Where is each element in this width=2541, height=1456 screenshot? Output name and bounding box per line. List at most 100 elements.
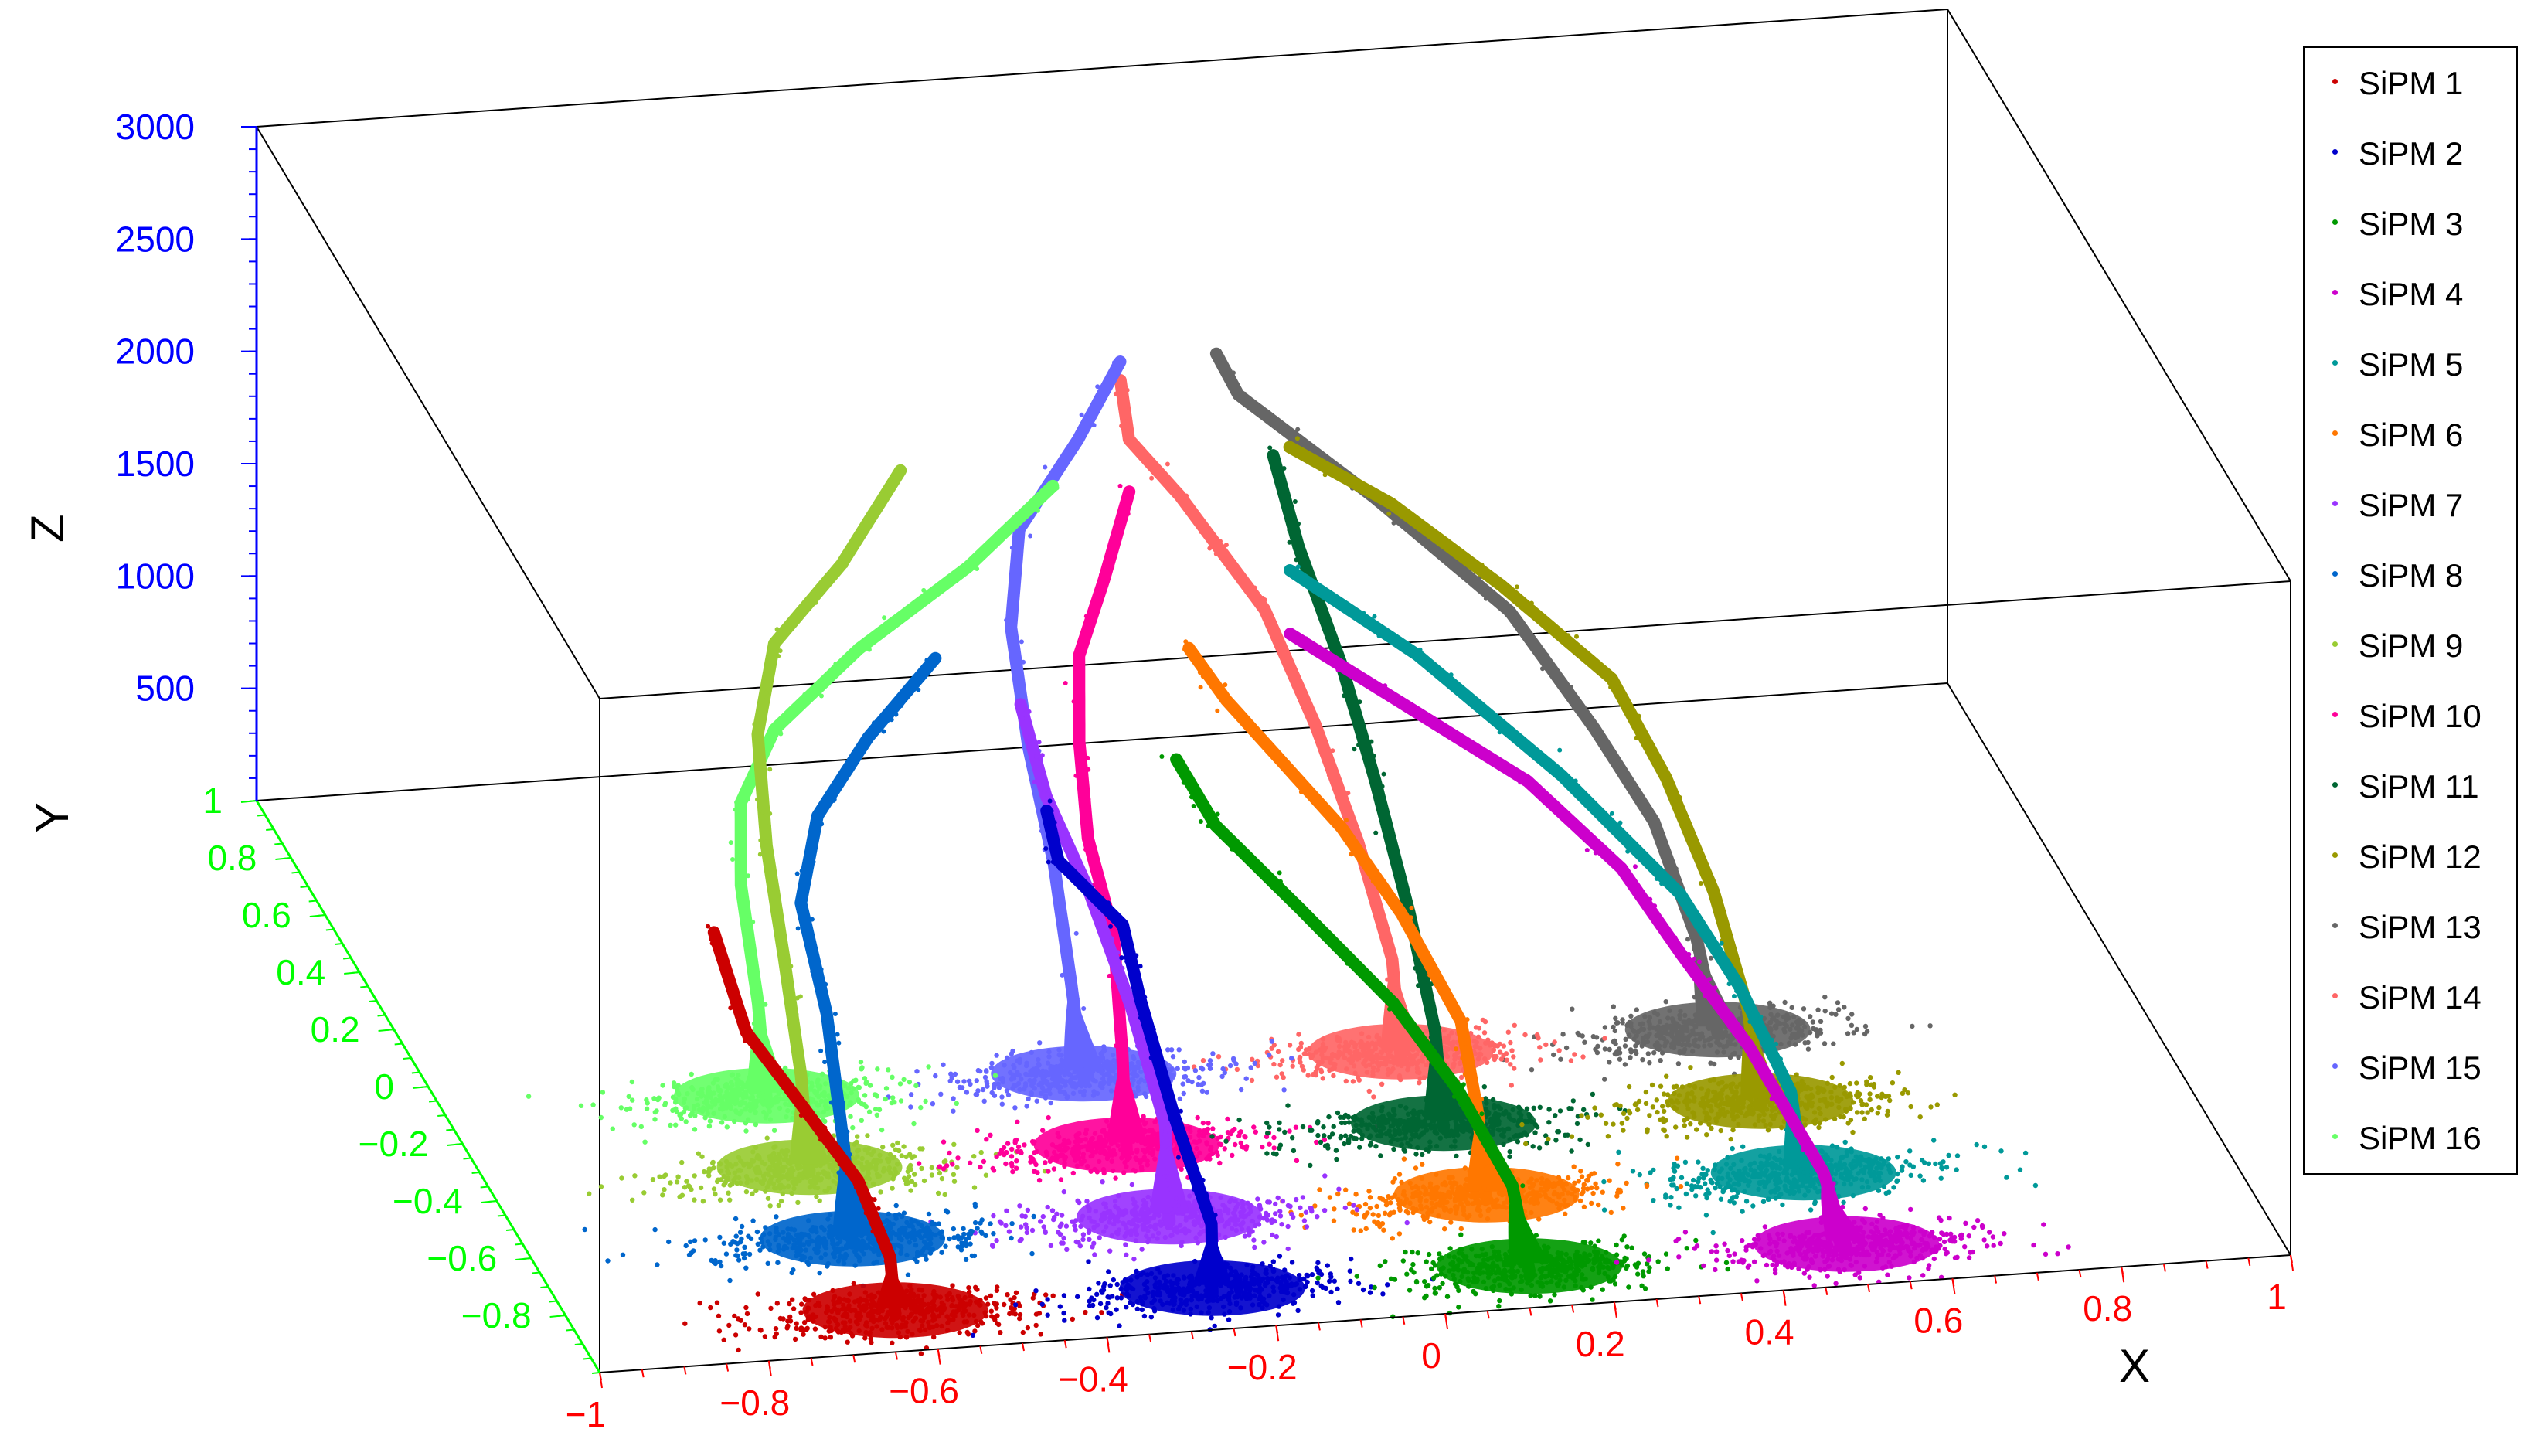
data-point	[683, 1119, 689, 1124]
data-point	[1114, 1043, 1119, 1049]
data-point	[1505, 1029, 1512, 1035]
data-point	[708, 1166, 713, 1172]
data-point	[1585, 1141, 1590, 1148]
data-point	[743, 1128, 749, 1134]
data-point	[1688, 1065, 1693, 1070]
data-point	[1113, 391, 1118, 396]
data-point	[1885, 1108, 1890, 1114]
data-point	[1566, 633, 1571, 638]
data-point	[822, 1118, 828, 1124]
data-point	[1631, 709, 1637, 715]
data-point	[1022, 1142, 1027, 1148]
data-point	[1810, 1019, 1815, 1025]
data-point	[1609, 757, 1614, 763]
data-point	[1582, 1039, 1587, 1045]
data-point	[1220, 1066, 1226, 1072]
data-point	[879, 1127, 885, 1133]
data-point	[1556, 1048, 1562, 1053]
data-point	[1529, 1067, 1535, 1073]
data-point	[777, 629, 783, 634]
data-point	[1849, 1012, 1855, 1017]
data-point	[1660, 1104, 1665, 1109]
data-point	[1223, 1138, 1229, 1144]
data-point	[1021, 659, 1026, 665]
data-point	[1009, 545, 1015, 550]
data-point	[1292, 544, 1298, 549]
data-point	[790, 1033, 795, 1039]
data-point	[791, 1008, 796, 1013]
data-point	[578, 1103, 584, 1109]
data-point	[1271, 1135, 1277, 1141]
data-point	[1005, 1092, 1012, 1098]
data-point	[1222, 1146, 1228, 1152]
data-point	[1822, 1009, 1828, 1014]
data-point	[1428, 1005, 1434, 1011]
data-point	[1822, 1041, 1828, 1046]
data-point	[1378, 1153, 1383, 1158]
data-point	[1602, 1036, 1607, 1041]
data-point	[1926, 1161, 1931, 1167]
data-point	[1615, 1020, 1621, 1026]
series-trace	[1114, 374, 1407, 1063]
data-point	[802, 692, 808, 697]
data-point	[978, 1149, 984, 1155]
data-point	[728, 840, 733, 845]
data-point	[1009, 1160, 1015, 1166]
data-point	[707, 1118, 713, 1124]
data-point	[938, 1091, 944, 1097]
data-point	[1077, 724, 1082, 730]
data-point	[883, 1086, 890, 1091]
data-point	[1636, 713, 1641, 719]
data-point	[1120, 1077, 1125, 1083]
data-point	[887, 492, 893, 498]
data-point	[1814, 1027, 1819, 1032]
data-point	[1501, 1053, 1506, 1059]
data-point	[706, 1173, 712, 1179]
data-point	[1185, 1078, 1191, 1083]
data-point	[1818, 1030, 1824, 1036]
data-point	[1658, 1058, 1663, 1063]
data-point	[912, 1172, 917, 1177]
data-point	[1883, 1190, 1889, 1196]
data-point	[1860, 1101, 1866, 1107]
data-point	[590, 1102, 596, 1107]
data-point	[1868, 1075, 1873, 1080]
data-point	[1546, 1120, 1552, 1125]
data-point	[598, 1184, 604, 1189]
data-point	[1261, 600, 1267, 606]
data-point	[1205, 1126, 1211, 1132]
data-point	[1722, 1032, 1727, 1038]
data-point	[1891, 1185, 1896, 1190]
data-point	[1615, 685, 1620, 691]
data-point	[1080, 817, 1085, 822]
data-point	[1899, 1168, 1905, 1173]
data-point	[1260, 596, 1266, 600]
data-point	[1281, 1074, 1286, 1080]
data-point	[1682, 1123, 1687, 1128]
data-point	[1611, 678, 1616, 682]
data-point	[1298, 1040, 1305, 1046]
data-point	[1628, 1047, 1634, 1053]
data-point	[1039, 828, 1044, 834]
data-point	[1015, 663, 1021, 668]
data-point	[619, 1175, 624, 1181]
data-point	[1841, 1114, 1846, 1120]
data-point	[1423, 541, 1428, 546]
data-point	[942, 1192, 947, 1198]
data-point	[1121, 418, 1127, 424]
data-point	[1646, 740, 1651, 746]
data-point	[1074, 996, 1080, 1001]
data-point	[873, 1092, 879, 1098]
data-point	[1010, 1048, 1015, 1054]
data-point	[768, 737, 773, 742]
data-point	[1835, 1000, 1841, 1005]
data-point	[1509, 1083, 1515, 1088]
data-point	[1223, 556, 1228, 561]
data-point	[1859, 1110, 1865, 1115]
data-point	[1277, 1120, 1282, 1126]
data-point	[1274, 1074, 1280, 1080]
data-point	[980, 1087, 986, 1093]
trace-base	[1063, 981, 1104, 1071]
data-point	[1290, 1135, 1295, 1141]
data-point	[1386, 846, 1392, 852]
